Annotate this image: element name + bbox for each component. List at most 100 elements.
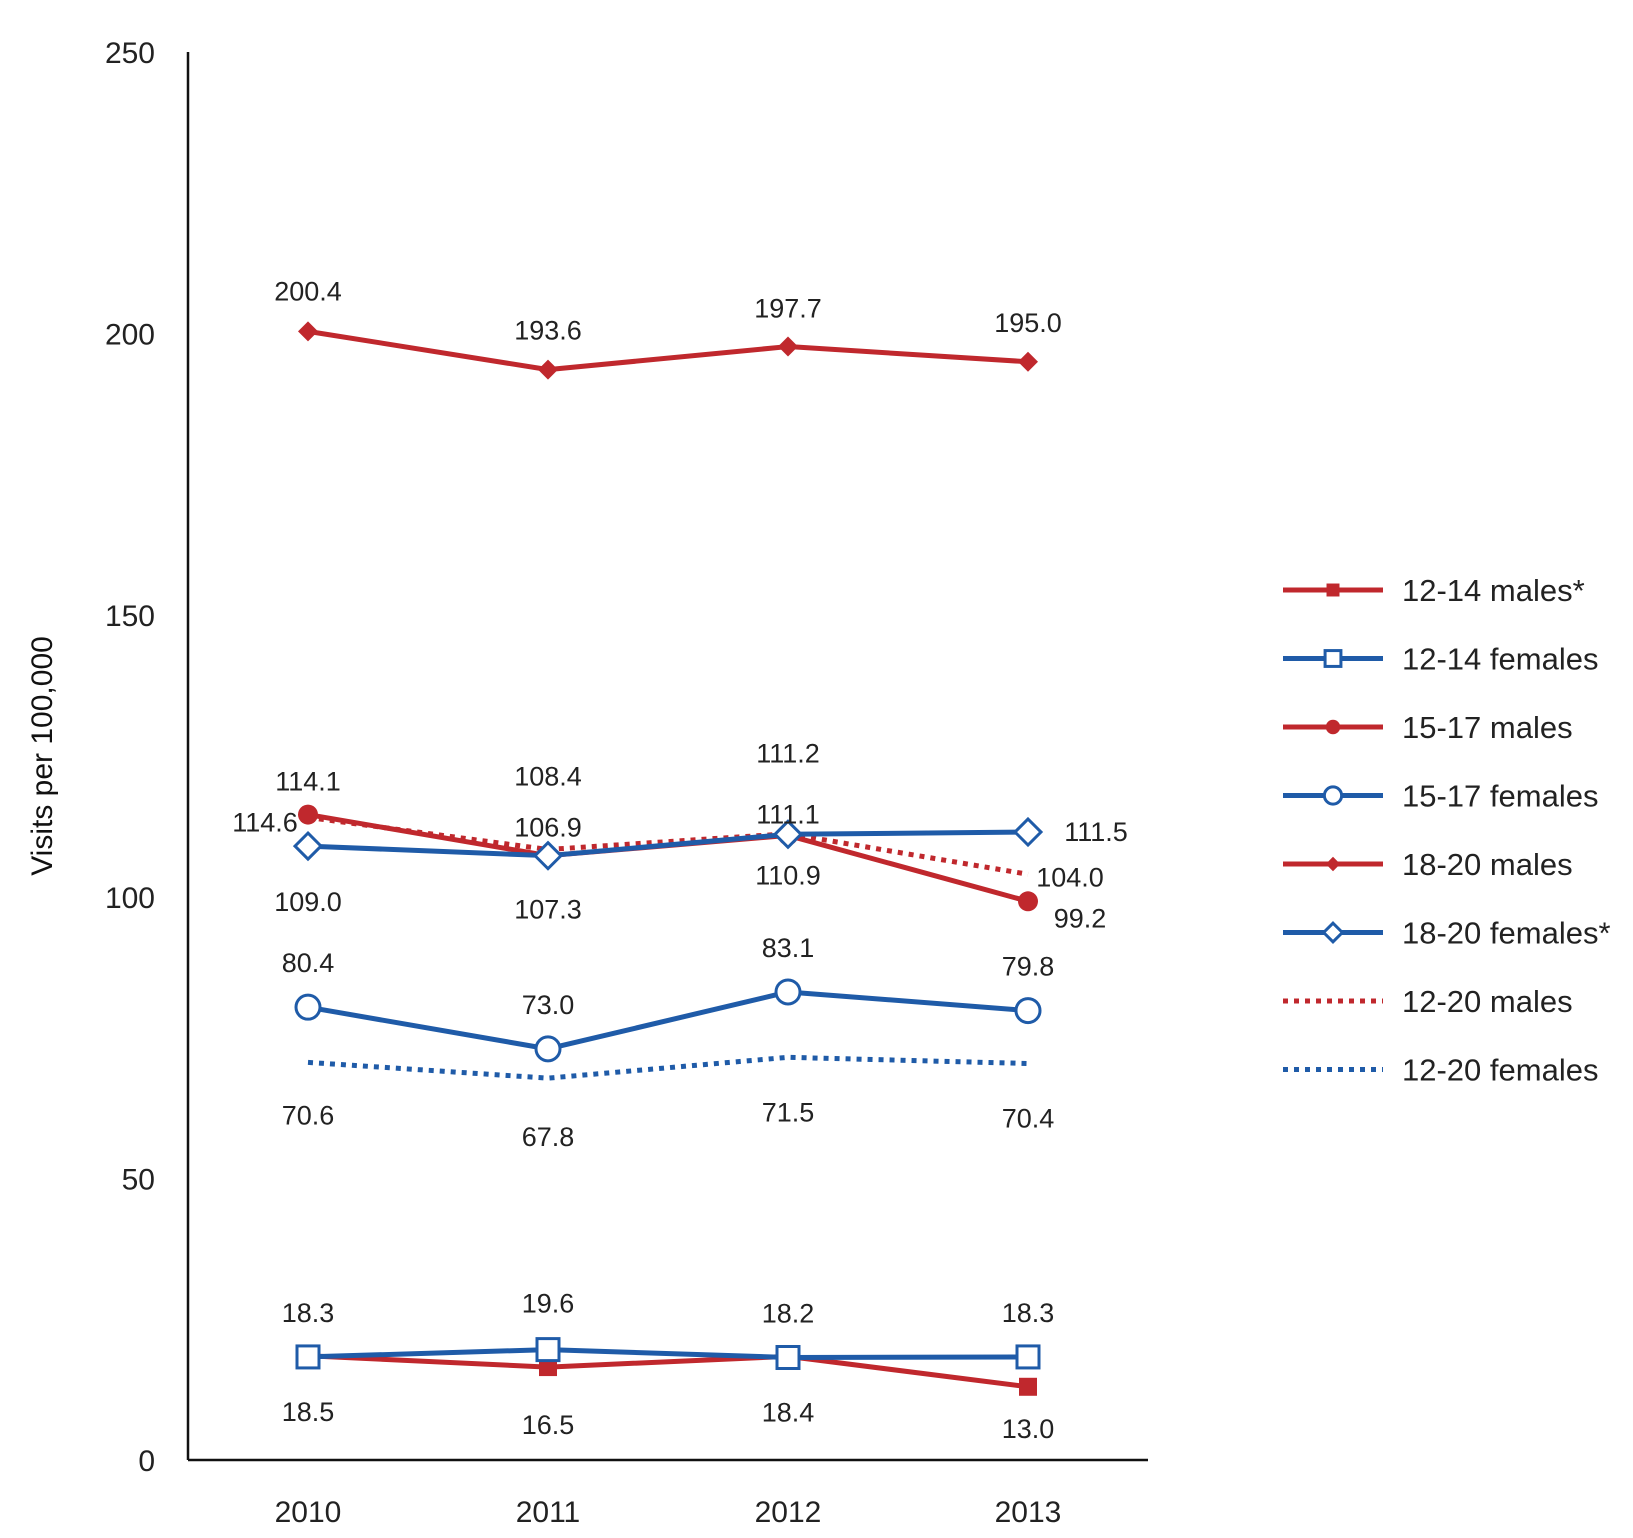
data-point <box>1014 997 1042 1025</box>
data-label: 18.3 <box>1002 1298 1055 1328</box>
legend-item: 15-17 males <box>1283 710 1573 745</box>
data-point <box>298 321 318 342</box>
legend-item: 12-20 females <box>1283 1053 1598 1088</box>
data-label: 107.3 <box>514 895 582 925</box>
data-point <box>1325 856 1341 872</box>
y-axis-title: Visits per 100,000 <box>26 636 59 876</box>
legend-label: 18-20 males <box>1402 847 1573 882</box>
y-tick-labels: 0 50 100 150 200 250 <box>105 37 155 1478</box>
data-point <box>1018 351 1038 372</box>
legend-item: 18-20 females* <box>1283 916 1611 951</box>
data-label: 18.4 <box>762 1397 815 1427</box>
legend-item: 12-14 males* <box>1283 573 1585 608</box>
data-label: 197.7 <box>754 294 822 324</box>
data-point <box>774 978 802 1006</box>
data-point <box>1015 1344 1041 1370</box>
legend-item: 15-17 females <box>1283 779 1598 814</box>
legend-label: 15-17 females <box>1402 779 1598 814</box>
data-label: 19.6 <box>522 1289 575 1319</box>
data-point <box>539 1358 557 1377</box>
data-point <box>1326 583 1340 597</box>
data-point <box>1018 891 1038 912</box>
data-label: 106.9 <box>514 813 582 843</box>
y-tick-label: 250 <box>105 37 155 70</box>
data-point <box>775 1344 801 1370</box>
x-tick-label: 2013 <box>995 1496 1062 1529</box>
data-label: 18.3 <box>282 1298 335 1328</box>
data-point <box>534 1035 562 1063</box>
data-label: 110.9 <box>755 860 821 890</box>
data-label: 70.6 <box>282 1100 335 1130</box>
data-labels: 18.5 16.5 18.4 13.0 18.3 19.6 18.2 18.3 114.6 106… <box>232 276 1128 1443</box>
data-point <box>1019 1377 1037 1396</box>
data-label: 195.0 <box>994 308 1062 338</box>
data-label: 73.0 <box>522 990 575 1020</box>
y-tick-label: 100 <box>105 882 155 915</box>
axes-layer <box>186 52 1148 1462</box>
data-label: 193.6 <box>514 316 582 346</box>
data-point <box>1323 649 1343 668</box>
series-line <box>307 1347 1029 1360</box>
series-layer <box>292 321 1044 1396</box>
data-point <box>778 336 798 357</box>
series-line <box>307 829 1029 859</box>
data-point <box>1322 785 1344 806</box>
data-label: 80.4 <box>282 948 335 978</box>
data-label: 114.6 <box>232 808 298 838</box>
data-point <box>535 1337 561 1363</box>
y-tick-label: 50 <box>122 1163 155 1196</box>
data-label: 67.8 <box>522 1122 575 1152</box>
data-label: 18.2 <box>762 1298 815 1328</box>
legend-label: 18-20 females* <box>1402 916 1611 951</box>
series-18-20-males <box>298 321 1038 380</box>
data-point <box>532 840 564 871</box>
data-point <box>538 359 558 380</box>
data-label: 108.4 <box>514 761 582 791</box>
series-line <box>307 328 1029 373</box>
data-point <box>298 804 318 825</box>
legend-item: 12-14 females <box>1283 642 1598 677</box>
data-label: 104.0 <box>1036 862 1104 892</box>
data-point <box>294 993 322 1021</box>
data-label: 200.4 <box>274 276 342 306</box>
data-label: 70.4 <box>1002 1104 1055 1134</box>
data-label: 83.1 <box>762 933 815 963</box>
x-tick-labels: 2010 2011 2012 2013 <box>275 1496 1062 1529</box>
series-line <box>307 1054 1029 1081</box>
legend-item: 18-20 males <box>1283 847 1573 882</box>
y-tick-label: 0 <box>138 1445 155 1478</box>
x-tick-label: 2010 <box>275 1496 342 1529</box>
data-label: 13.0 <box>1002 1414 1055 1444</box>
data-point <box>1325 719 1341 735</box>
data-point <box>292 830 324 862</box>
data-label: 99.2 <box>1054 903 1107 933</box>
series-15-17-males <box>298 804 1038 912</box>
data-label: 18.5 <box>282 1397 335 1427</box>
data-point <box>295 1344 321 1370</box>
data-point <box>772 819 804 850</box>
x-tick-label: 2011 <box>516 1496 581 1529</box>
series-12-14-females <box>295 1337 1041 1370</box>
data-label: 111.2 <box>756 739 820 769</box>
y-tick-label: 200 <box>105 319 155 352</box>
data-label: 16.5 <box>522 1410 575 1440</box>
data-point <box>1321 921 1345 944</box>
data-label: 71.5 <box>762 1097 815 1127</box>
data-label: 111.1 <box>756 799 820 829</box>
legend-label: 15-17 males <box>1402 710 1573 745</box>
series-line <box>307 1353 1029 1390</box>
data-point <box>1012 816 1044 848</box>
legend-label: 12-14 males* <box>1402 573 1585 608</box>
data-label: 114.1 <box>275 766 341 796</box>
y-tick-label: 150 <box>105 600 155 633</box>
data-label: 109.0 <box>274 887 342 917</box>
legend-label: 12-20 males <box>1402 984 1573 1019</box>
legend-label: 12-14 females <box>1402 642 1598 677</box>
x-tick-label: 2012 <box>755 1496 822 1529</box>
legend: 12-14 males* 12-14 females 15-17 males 15-1… <box>1283 573 1611 1088</box>
data-label: 111.5 <box>1064 817 1128 847</box>
series-18-20-females <box>292 816 1044 871</box>
legend-label: 12-20 females <box>1402 1053 1598 1088</box>
series-line <box>307 989 1029 1052</box>
